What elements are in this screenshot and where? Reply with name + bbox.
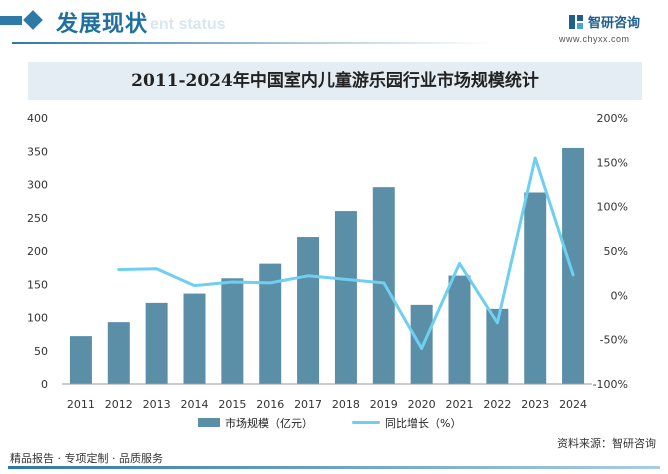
y-left-tick-label: 100 (27, 312, 48, 325)
x-tick-label: 2011 (67, 398, 95, 411)
x-tick-label: 2013 (143, 398, 171, 411)
legend-swatch-bar (198, 418, 220, 427)
header-divider (12, 42, 492, 44)
legend-label-bar: 市场规模（亿元） (225, 417, 313, 430)
bar (562, 147, 585, 384)
y-left-tick-label: 50 (34, 345, 48, 358)
y-left-tick-label: 150 (27, 278, 48, 291)
x-tick-label: 2016 (256, 398, 284, 411)
header: ent status 发展现状 (0, 0, 668, 44)
legend-label-line: 同比增长（%） (385, 417, 462, 430)
y-right-tick-label: -50% (600, 334, 628, 347)
bar (221, 278, 244, 384)
bar (259, 263, 282, 384)
brand-url: www.chyxx.com (559, 34, 630, 44)
growth-line (117, 156, 575, 350)
y-left-tick-label: 300 (27, 179, 48, 192)
x-tick-label: 2019 (370, 398, 398, 411)
y-right-tick-label: 50% (604, 245, 628, 258)
y-right-tick-label: 150% (597, 156, 628, 169)
bar (524, 192, 547, 384)
footer-slogan: 精品报告 · 专项定制 · 品质服务 (10, 452, 163, 465)
bar (107, 322, 130, 384)
brand-name: 智研咨询 (588, 16, 641, 31)
x-tick-label: 2024 (559, 398, 587, 411)
y-left-tick-label: 250 (27, 212, 48, 225)
y-left-tick-label: 0 (41, 378, 48, 391)
y-right-tick-label: -100% (593, 378, 628, 391)
x-tick-label: 2023 (521, 398, 549, 411)
source-note: 资料来源：智研咨询 (557, 437, 656, 450)
x-tick-label: 2015 (218, 398, 246, 411)
x-tick-label: 2012 (105, 398, 133, 411)
y-right-tick-label: 200% (597, 112, 628, 125)
brand-logo-icon (569, 15, 583, 29)
bar (486, 308, 509, 384)
y-left-tick-label: 350 (27, 145, 48, 158)
bar (183, 293, 206, 384)
bar (69, 336, 92, 384)
chart-title: 2011-2024年中国室内儿童游乐园行业市场规模统计 (131, 71, 539, 91)
y-left-tick-label: 400 (27, 112, 48, 125)
bar (334, 211, 357, 384)
legend-swatch-line (352, 421, 380, 424)
bar (145, 302, 168, 384)
y-right-tick-label: 0% (611, 289, 628, 302)
bar (297, 237, 320, 384)
section-title: 发展现状 (56, 11, 149, 37)
bar (410, 304, 433, 384)
chart-title-box: 2011-2024年中国室内儿童游乐园行业市场规模统计 (28, 62, 642, 100)
header-accent-bar (0, 16, 22, 25)
x-tick-label: 2014 (181, 398, 209, 411)
footer-divider (8, 466, 660, 469)
x-tick-label: 2017 (294, 398, 322, 411)
section-subtitle: ent status (150, 16, 226, 33)
x-tick-label: 2022 (483, 398, 511, 411)
bar (448, 275, 471, 384)
x-tick-label: 2020 (408, 398, 436, 411)
x-tick-label: 2018 (332, 398, 360, 411)
y-right-tick-label: 100% (597, 201, 628, 214)
y-left-tick-label: 200 (27, 245, 48, 258)
x-tick-label: 2021 (446, 398, 474, 411)
